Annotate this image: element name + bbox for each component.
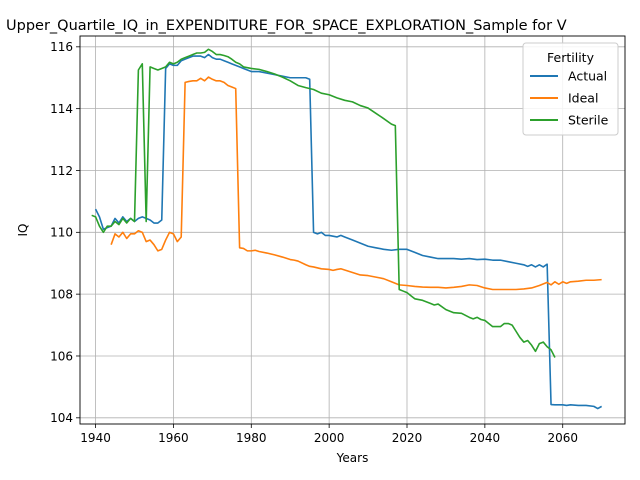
y-tick-label: 106 [50, 349, 73, 363]
chart-title: Upper_Quartile_IQ_in_EXPENDITURE_FOR_SPA… [6, 18, 567, 34]
y-tick-label: 104 [50, 411, 73, 425]
legend: Fertility Actual Ideal Sterile [522, 42, 619, 136]
x-axis-label: Years [336, 451, 369, 465]
x-tick-label: 2040 [470, 431, 501, 445]
grid-lines [80, 36, 625, 424]
legend-label-ideal: Ideal [568, 91, 598, 106]
series-layer [91, 48, 603, 410]
plot-frame [79, 35, 626, 425]
y-tick-label: 114 [50, 102, 73, 116]
y-tick-label: 112 [50, 164, 73, 178]
y-axis-label: IQ [16, 224, 30, 237]
x-tick-label: 1960 [158, 431, 189, 445]
x-axis-ticks: 1940 1960 1980 2000 2020 2040 2060 [80, 424, 578, 445]
y-tick-label: 110 [50, 226, 73, 240]
series-line-actual [94, 53, 603, 410]
series-line-ideal [110, 76, 602, 291]
series-line-sterile [91, 48, 556, 358]
legend-label-actual: Actual [568, 69, 607, 84]
legend-title: Fertility [547, 50, 595, 65]
x-tick-label: 1980 [236, 431, 267, 445]
y-axis-ticks: 104 106 108 110 112 114 116 [50, 40, 80, 425]
x-tick-label: 2020 [392, 431, 423, 445]
x-tick-label: 1940 [80, 431, 111, 445]
legend-box [522, 42, 619, 136]
y-tick-label: 116 [50, 40, 73, 54]
x-tick-label: 2000 [314, 431, 345, 445]
y-tick-label: 108 [50, 287, 73, 301]
x-tick-label: 2060 [547, 431, 578, 445]
legend-label-sterile: Sterile [568, 113, 609, 128]
